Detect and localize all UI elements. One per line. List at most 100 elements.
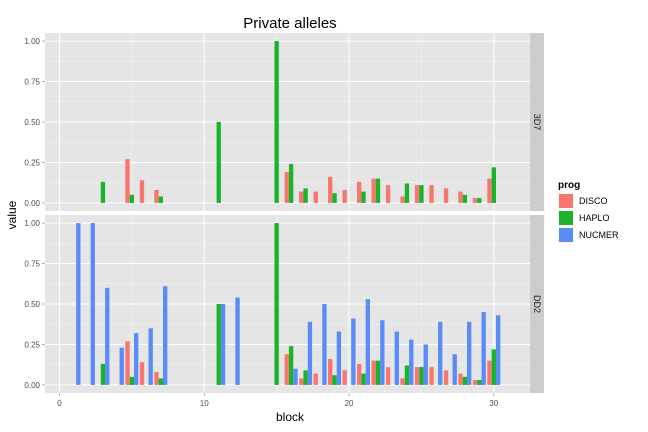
bar-disco: [443, 188, 449, 203]
bar-disco: [400, 196, 405, 203]
bar-disco: [284, 172, 289, 203]
bar-haplo: [419, 185, 424, 203]
chart-title: Private alleles: [243, 15, 336, 32]
bar-disco: [299, 191, 304, 203]
bar-nucmer: [438, 321, 443, 385]
bar-haplo: [361, 191, 366, 203]
bar-nucmer: [162, 286, 168, 385]
legend-label-disco: DISCO: [579, 196, 608, 206]
facet-strip: [530, 215, 544, 393]
bar-disco: [154, 189, 159, 203]
bar-nucmer: [76, 223, 81, 385]
bar-disco: [313, 373, 318, 385]
facet-strip-label: 3D7: [532, 114, 542, 131]
bar-haplo: [158, 196, 163, 203]
legend: prog DISCO HAPLO NUCMER: [557, 180, 619, 244]
bar-disco: [429, 367, 434, 385]
legend-title: prog: [558, 180, 580, 191]
bar-haplo: [361, 373, 366, 385]
y-tick-label: 0.75: [24, 260, 40, 269]
bar-disco: [139, 362, 145, 385]
x-tick-label: 30: [489, 399, 498, 408]
y-tick-label: 0.25: [24, 158, 40, 167]
legend-label-haplo: HAPLO: [579, 213, 610, 223]
y-tick-label: 0.50: [24, 300, 40, 309]
bar-disco: [356, 181, 362, 203]
bar-nucmer: [380, 320, 385, 385]
legend-key-haplo: [559, 211, 573, 225]
bar-disco: [429, 185, 434, 203]
bar-haplo: [216, 122, 221, 203]
bar-haplo: [404, 365, 410, 385]
bar-disco: [299, 378, 304, 385]
bar-disco: [458, 191, 463, 203]
facet-strip: [530, 33, 544, 211]
bar-haplo: [477, 198, 482, 203]
y-axis-label: value: [5, 200, 19, 229]
y-tick-label: 1.00: [24, 37, 40, 46]
bar-haplo: [216, 304, 221, 385]
bar-haplo: [404, 183, 410, 203]
bar-disco: [328, 359, 333, 385]
x-tick-label: 0: [57, 399, 62, 408]
x-tick-label: 20: [345, 399, 354, 408]
bar-disco: [356, 363, 362, 385]
bar-disco: [385, 185, 391, 203]
bar-disco: [414, 367, 420, 385]
bar-disco: [371, 178, 376, 203]
bar-haplo: [332, 375, 337, 385]
y-tick-label: 1.00: [24, 219, 40, 228]
bar-disco: [313, 191, 318, 203]
bar-nucmer: [322, 304, 327, 385]
bar-nucmer: [220, 304, 226, 385]
legend-key-nucmer: [559, 228, 573, 242]
y-tick-label: 0.00: [24, 381, 40, 390]
bar-nucmer: [307, 321, 313, 385]
bar-disco: [125, 341, 130, 385]
bar-disco: [487, 360, 492, 385]
facet-panels: 0.00 0.25 0.50 0.75 1.00 3D7 0.00 0.25 0.50 0.75 1…: [24, 33, 544, 408]
bar-disco: [487, 178, 492, 203]
bar-haplo: [332, 193, 337, 203]
bar-nucmer: [293, 368, 298, 385]
bar-disco: [385, 367, 391, 385]
bar-haplo: [491, 167, 496, 203]
x-axis: 0 10 20 30: [57, 393, 499, 408]
bar-disco: [342, 189, 347, 203]
bar-disco: [328, 177, 333, 203]
bar-haplo: [288, 346, 294, 385]
bar-nucmer: [119, 347, 124, 385]
bar-disco: [125, 159, 130, 203]
bar-haplo: [100, 363, 106, 385]
bar-haplo: [288, 164, 294, 203]
bar-disco: [472, 198, 478, 203]
bar-nucmer: [351, 318, 356, 385]
bar-disco: [443, 370, 449, 385]
bar-haplo: [129, 376, 135, 385]
bar-disco: [458, 373, 463, 385]
bar-disco: [371, 360, 376, 385]
bar-disco: [284, 354, 289, 385]
bar-disco: [414, 185, 420, 203]
bar-disco: [154, 371, 159, 385]
facet-panel-3D7: 0.00 0.25 0.50 0.75 1.00 3D7: [24, 33, 544, 211]
bar-nucmer: [495, 315, 501, 385]
bar-disco: [139, 180, 145, 203]
bar-haplo: [303, 188, 308, 203]
bar-haplo: [419, 367, 424, 385]
bar-nucmer: [105, 287, 110, 385]
bar-nucmer: [481, 312, 486, 385]
bar-disco: [472, 380, 478, 385]
bar-nucmer: [409, 339, 414, 385]
bar-disco: [342, 370, 347, 385]
bar-haplo: [158, 378, 163, 385]
x-tick-label: 10: [200, 399, 209, 408]
bar-nucmer: [148, 328, 153, 385]
bar-nucmer: [134, 333, 139, 385]
bar-nucmer: [423, 344, 428, 385]
bar-haplo: [462, 376, 468, 385]
bar-haplo: [129, 194, 135, 203]
legend-label-nucmer: NUCMER: [579, 230, 619, 240]
bar-disco: [400, 378, 405, 385]
